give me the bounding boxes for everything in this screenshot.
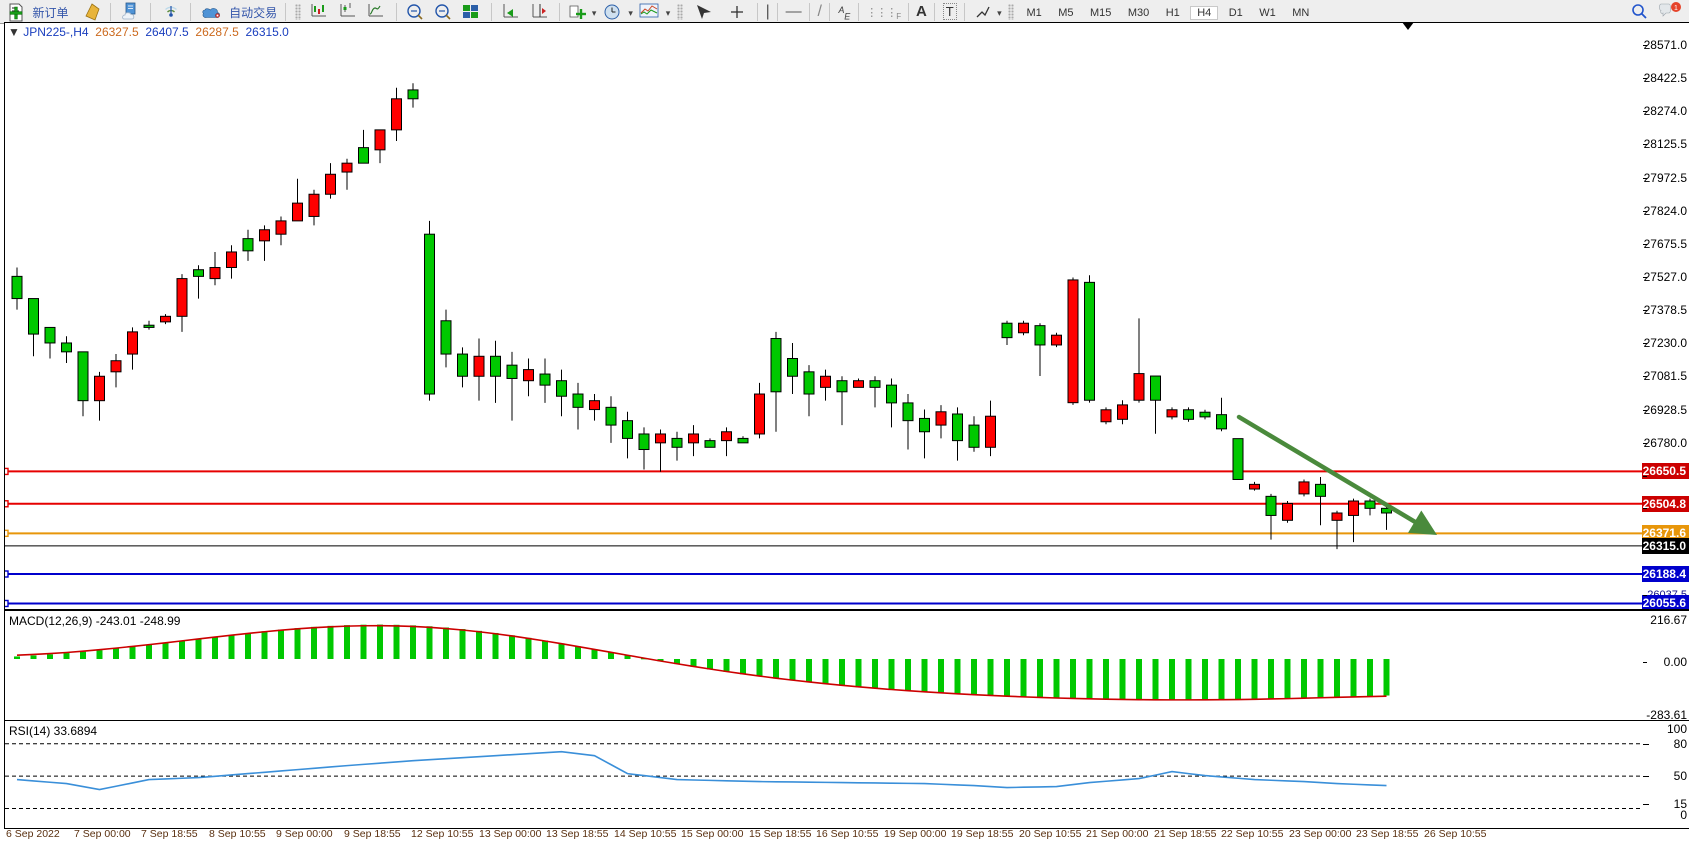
svg-text:1: 1 bbox=[1674, 5, 1678, 12]
